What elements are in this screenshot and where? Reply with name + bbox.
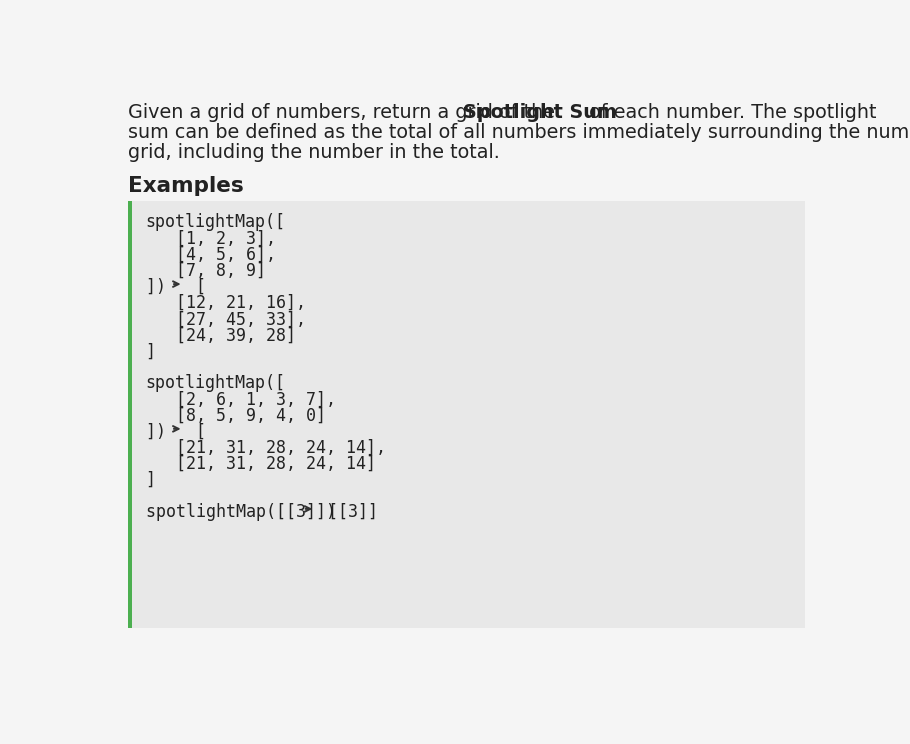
Text: grid, including the number in the total.: grid, including the number in the total. [127, 143, 500, 162]
Text: [2, 6, 1, 3, 7],: [2, 6, 1, 3, 7], [146, 391, 336, 408]
Text: spotlightMap([: spotlightMap([ [146, 374, 286, 392]
Text: sum can be defined as the total of all numbers immediately surrounding the numbe: sum can be defined as the total of all n… [127, 124, 910, 142]
Text: spotlightMap([[3]]): spotlightMap([[3]]) [146, 503, 346, 521]
Text: ]: ] [146, 471, 156, 490]
Text: [24, 39, 28]: [24, 39, 28] [146, 327, 296, 344]
Text: [21, 31, 28, 24, 14]: [21, 31, 28, 24, 14] [146, 455, 376, 473]
Text: Spotlight Sum: Spotlight Sum [463, 103, 617, 122]
Text: ]): ]) [146, 278, 176, 296]
Text: [7, 8, 9]: [7, 8, 9] [146, 262, 266, 280]
Text: [[3]]: [[3]] [318, 503, 378, 521]
Text: Given a grid of numbers, return a grid of the: Given a grid of numbers, return a grid o… [127, 103, 561, 122]
Text: [8, 5, 9, 4, 0]: [8, 5, 9, 4, 0] [146, 406, 326, 425]
Text: [27, 45, 33],: [27, 45, 33], [146, 310, 306, 328]
Text: [: [ [186, 278, 206, 296]
Text: of each number. The spotlight: of each number. The spotlight [582, 103, 876, 122]
Text: [1, 2, 3],: [1, 2, 3], [146, 229, 276, 248]
Text: ]: ] [146, 342, 156, 361]
Text: spotlightMap([: spotlightMap([ [146, 214, 286, 231]
Text: ]): ]) [146, 423, 176, 440]
Text: [12, 21, 16],: [12, 21, 16], [146, 294, 306, 312]
Text: [21, 31, 28, 24, 14],: [21, 31, 28, 24, 14], [146, 439, 386, 457]
Text: [4, 5, 6],: [4, 5, 6], [146, 246, 276, 263]
Bar [127, 201, 805, 628]
Text: Examples: Examples [127, 176, 244, 196]
Text: [: [ [186, 423, 206, 440]
Bar [127, 201, 132, 628]
